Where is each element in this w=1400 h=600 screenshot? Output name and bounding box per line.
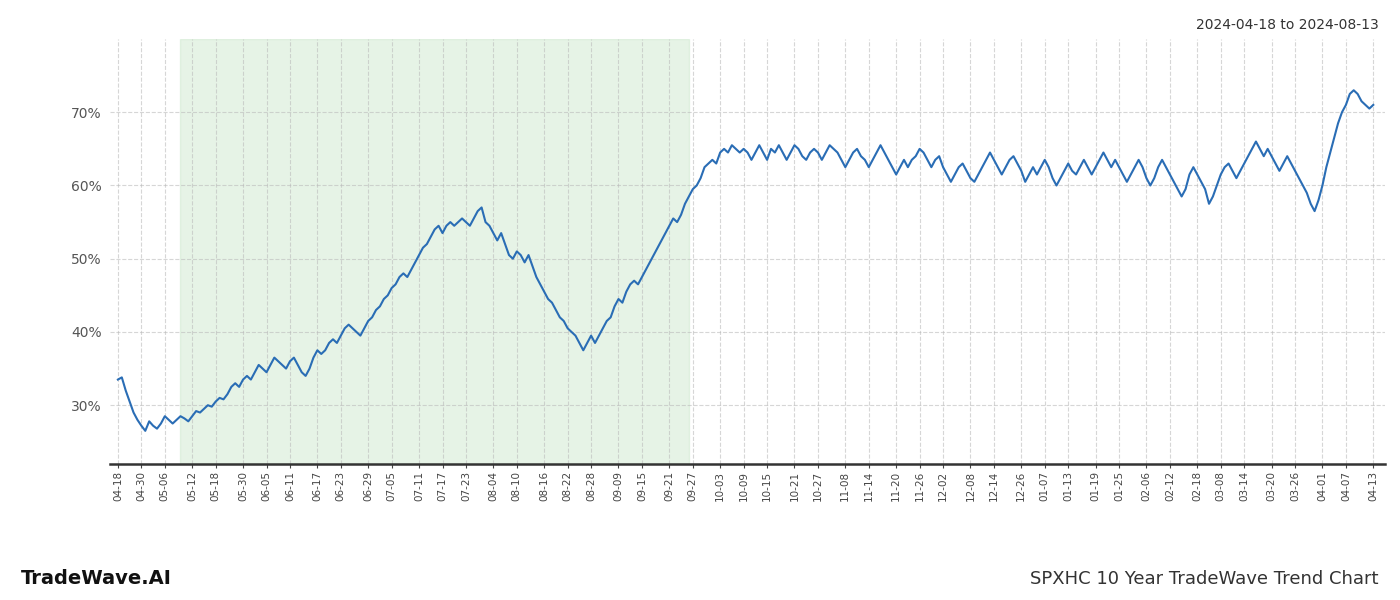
Text: TradeWave.AI: TradeWave.AI	[21, 569, 172, 588]
Text: SPXHC 10 Year TradeWave Trend Chart: SPXHC 10 Year TradeWave Trend Chart	[1030, 570, 1379, 588]
Bar	[181, 39, 689, 464]
Text: 2024-04-18 to 2024-08-13: 2024-04-18 to 2024-08-13	[1196, 18, 1379, 32]
